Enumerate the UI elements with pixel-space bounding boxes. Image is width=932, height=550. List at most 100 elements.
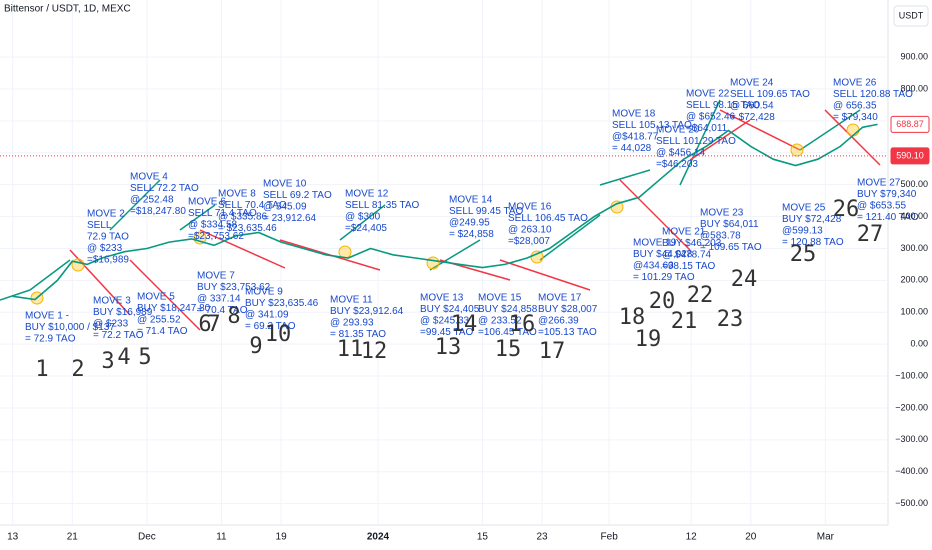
move-annotation: MOVE 17 — [538, 293, 582, 304]
move-annotation: = 120.88 TAO — [782, 237, 844, 248]
move-annotation: SELL 81.35 TAO — [345, 200, 420, 211]
move-number: 4 — [117, 345, 130, 370]
move-annotation: SELL 101.29 TAO — [656, 136, 736, 147]
move-annotation: = $23,635.46 — [218, 223, 277, 234]
move-number: 16 — [509, 312, 536, 337]
trend-line — [0, 289, 31, 301]
move-number: 26 — [833, 197, 860, 222]
x-tick-label: 23 — [536, 532, 548, 543]
move-annotation: @266.39 — [538, 316, 579, 327]
move-annotation: BUY $24,405 — [420, 304, 480, 315]
move-annotation: MOVE 16 — [508, 202, 552, 213]
y-tick-label: 800.00 — [900, 83, 928, 93]
y-tick-label: −100.00 — [895, 370, 928, 380]
price-tag — [890, 147, 930, 165]
move-annotation: =106.45 TAO — [478, 327, 537, 338]
currency-box[interactable] — [893, 5, 929, 27]
move-annotation: MOVE 9 — [245, 287, 283, 298]
move-annotation: = $79,340 — [833, 112, 878, 123]
move-annotation: @$418.77 — [612, 132, 659, 143]
move-annotation: =98.15 TAO — [662, 261, 715, 272]
move-annotation: =$28,007 — [508, 236, 550, 247]
move-annotation: 72.9 TAO — [87, 232, 129, 243]
y-tick-label: 100.00 — [900, 307, 928, 317]
currency[interactable]: USDT — [899, 10, 924, 20]
move-annotation: =105.13 TAO — [538, 327, 597, 338]
trend-line — [179, 204, 216, 231]
move-annotation: @ $233 — [93, 319, 129, 330]
move-annotation: BUY $24,858 — [478, 304, 538, 315]
move-annotation: =$23,753.62 — [188, 231, 244, 242]
trend-line — [339, 204, 386, 241]
y-tick-label: 300.00 — [900, 243, 928, 253]
trend-line — [199, 229, 286, 269]
move-number: 25 — [790, 242, 817, 267]
move-annotation: SELL 120.88 TAO — [833, 89, 913, 100]
move-annotation: SELL 99.45 TAO — [449, 206, 524, 217]
trend-line — [69, 249, 131, 316]
x-tick-label: 12 — [686, 532, 698, 543]
move-number: 20 — [649, 289, 676, 314]
move-annotation: BUY $18,247.80 — [137, 303, 211, 314]
move-number: 27 — [857, 222, 884, 247]
y-tick-label: −200.00 — [895, 402, 928, 412]
move-annotation: MOVE 12 — [345, 189, 389, 200]
move-annotation: @ $456.14 — [656, 148, 706, 159]
move-annotation: = 121.40 TAO — [857, 212, 919, 223]
move-annotation: @ 345.09 — [263, 202, 307, 213]
y-tick-label: 200.00 — [900, 275, 928, 285]
move-annotation: = 70.4 TAO — [197, 305, 248, 316]
move-annotation: MOVE 20 — [656, 125, 700, 136]
trend-line — [799, 109, 861, 151]
move-annotation: = 71.4 TAO — [137, 326, 188, 337]
price-tag — [890, 115, 930, 133]
move-annotation: MOVE 4 — [130, 172, 168, 183]
move-number: 8 — [227, 304, 240, 329]
move-annotation: SELL 98.15 TAO — [686, 100, 761, 111]
move-annotation: @ 341.09 — [245, 310, 289, 321]
trend-line — [599, 169, 651, 186]
move-number: 19 — [635, 327, 662, 352]
move-number: 12 — [361, 339, 388, 364]
move-annotation: SELL 71.4 TAO — [188, 208, 257, 219]
move-annotation: =$16,989 — [87, 255, 129, 266]
move-annotation: @ 660.54 — [730, 101, 774, 112]
trend-line — [719, 109, 801, 151]
move-annotation: MOVE 7 — [197, 271, 235, 282]
move-annotation: BUY $23,635.46 — [245, 298, 319, 309]
move-annotation: MOVE 19 — [633, 238, 677, 249]
move-annotation: @ 293.93 — [330, 318, 374, 329]
y-tick-label: 500.00 — [900, 179, 928, 189]
move-annotation: @249.95 — [449, 218, 490, 229]
move-annotation: MOVE 10 — [263, 179, 307, 190]
move-annotation: @ $334.58 — [188, 220, 238, 231]
y-tick-label: −500.00 — [895, 498, 928, 508]
move-annotation: SELL 72.2 TAO — [130, 183, 199, 194]
trend-line — [689, 119, 751, 161]
move-annotation: BUY $44,028 — [633, 249, 693, 260]
move-annotation: = 72.9 TAO — [25, 334, 76, 345]
move-annotation: @ $652.46 — [686, 112, 736, 123]
price-tag-label: 590.10 — [896, 150, 924, 160]
move-annotation: SELL 69.2 TAO — [263, 190, 332, 201]
move-annotation: MOVE 23 — [700, 208, 744, 219]
move-annotation: = 81.35 TAO — [330, 329, 386, 340]
move-number: 1 — [35, 357, 48, 382]
move-annotation: BUY $79,340 — [857, 189, 917, 200]
move-annotation: =$64,011 — [686, 123, 728, 134]
move-number: 22 — [687, 283, 714, 308]
move-annotation: MOVE 2 — [87, 209, 125, 220]
move-annotation: = 72.2 TAO — [93, 330, 144, 341]
move-annotation: MOVE 27 — [857, 178, 901, 189]
move-annotation: BUY $28,007 — [538, 304, 598, 315]
move-annotation: SELL 70.4 TAO — [218, 200, 287, 211]
move-annotation: MOVE 1 - — [25, 311, 69, 322]
move-annotation: = 69.2 TAO — [245, 321, 296, 332]
trade-marker — [790, 143, 804, 157]
x-tick-label: Feb — [601, 532, 619, 543]
move-annotation: MOVE 5 — [137, 292, 175, 303]
move-annotation: = 101.29 TAO — [633, 272, 695, 283]
move-annotation: @ 263.10 — [508, 225, 552, 236]
move-annotation: @ $233 — [87, 243, 123, 254]
